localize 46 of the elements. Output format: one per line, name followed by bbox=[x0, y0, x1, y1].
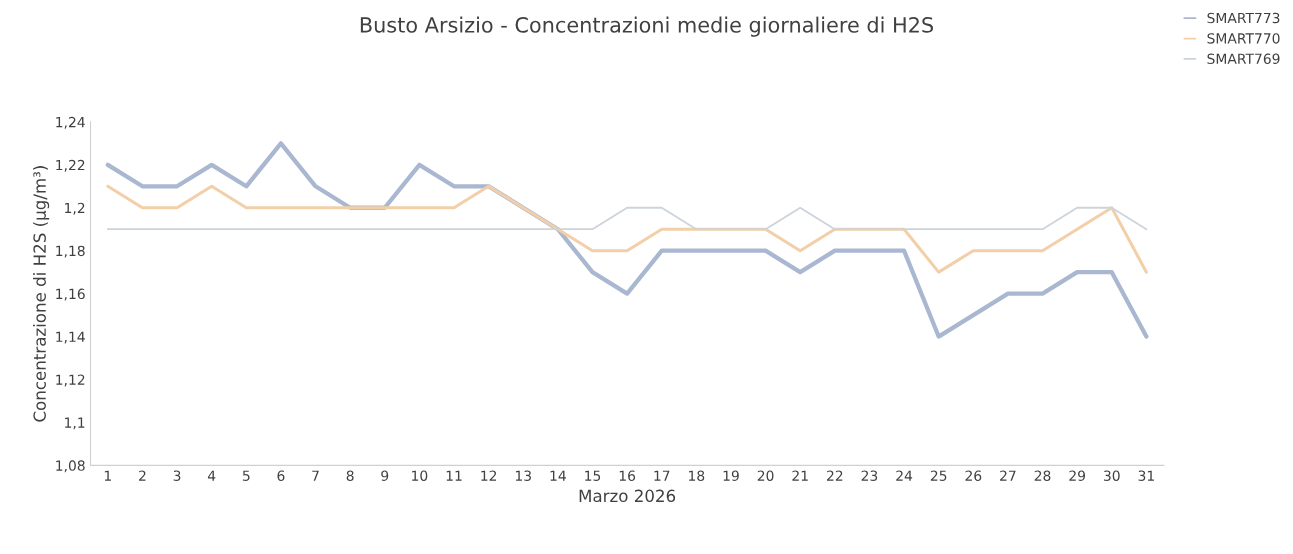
x-tick-label: 14 bbox=[550, 470, 566, 481]
x-tick-label: 30 bbox=[1103, 470, 1120, 481]
y-tick-label: 1,24 bbox=[56, 116, 85, 129]
x-tick-label: 16 bbox=[619, 470, 636, 481]
x-tick-label: 9 bbox=[381, 470, 389, 481]
x-tick-label: 4 bbox=[207, 470, 216, 481]
x-tick-label: 26 bbox=[965, 470, 982, 481]
x-tick-label: 18 bbox=[689, 470, 705, 481]
y-axis-title: Concentrazione di H2S (µg/m³) bbox=[33, 166, 50, 422]
x-tick-label: 1 bbox=[104, 470, 111, 481]
y-tick-label: 1,2 bbox=[65, 202, 85, 215]
x-tick-label: 17 bbox=[654, 470, 670, 481]
y-tick-label: 1,18 bbox=[56, 245, 85, 258]
legend-label: SMART770 bbox=[1207, 33, 1280, 44]
y-tick-label: 1,16 bbox=[56, 288, 85, 301]
x-tick-label: 24 bbox=[896, 470, 913, 481]
x-tick-label: 15 bbox=[585, 470, 601, 481]
y-tick-label: 1,14 bbox=[56, 331, 85, 344]
chart-title: Busto Arsizio - Concentrazioni medie giornaliere di H2S bbox=[360, 16, 934, 37]
x-tick-label: 5 bbox=[242, 470, 250, 481]
x-tick-label: 25 bbox=[930, 470, 947, 481]
x-tick-label: 29 bbox=[1069, 470, 1086, 481]
y-tick-label: 1,12 bbox=[56, 374, 85, 387]
y-tick-label: 1,08 bbox=[56, 460, 85, 473]
x-tick-label: 31 bbox=[1138, 470, 1154, 481]
x-tick-label: 3 bbox=[173, 470, 181, 481]
x-tick-label: 27 bbox=[1000, 470, 1016, 481]
x-tick-label: 8 bbox=[346, 470, 354, 481]
x-tick-label: 13 bbox=[515, 470, 531, 481]
x-tick-label: 23 bbox=[861, 470, 878, 481]
legend-label: SMART773 bbox=[1207, 12, 1280, 24]
legend-label: SMART769 bbox=[1207, 53, 1280, 65]
x-tick-label: 22 bbox=[827, 470, 843, 481]
x-tick-label: 6 bbox=[277, 470, 285, 481]
x-tick-label: 12 bbox=[481, 470, 497, 481]
x-tick-label: 11 bbox=[446, 470, 462, 481]
x-tick-label: 10 bbox=[412, 470, 428, 481]
x-tick-label: 21 bbox=[792, 470, 808, 481]
x-tick-label: 7 bbox=[312, 470, 319, 481]
x-tick-label: 19 bbox=[723, 470, 739, 481]
x-tick-label: 20 bbox=[757, 470, 774, 481]
x-axis-title: Marzo 2026 bbox=[579, 489, 676, 503]
x-tick-label: 28 bbox=[1034, 470, 1051, 481]
x-tick-label: 2 bbox=[139, 470, 146, 481]
y-tick-label: 1,1 bbox=[65, 417, 85, 430]
y-tick-label: 1,22 bbox=[56, 159, 85, 172]
